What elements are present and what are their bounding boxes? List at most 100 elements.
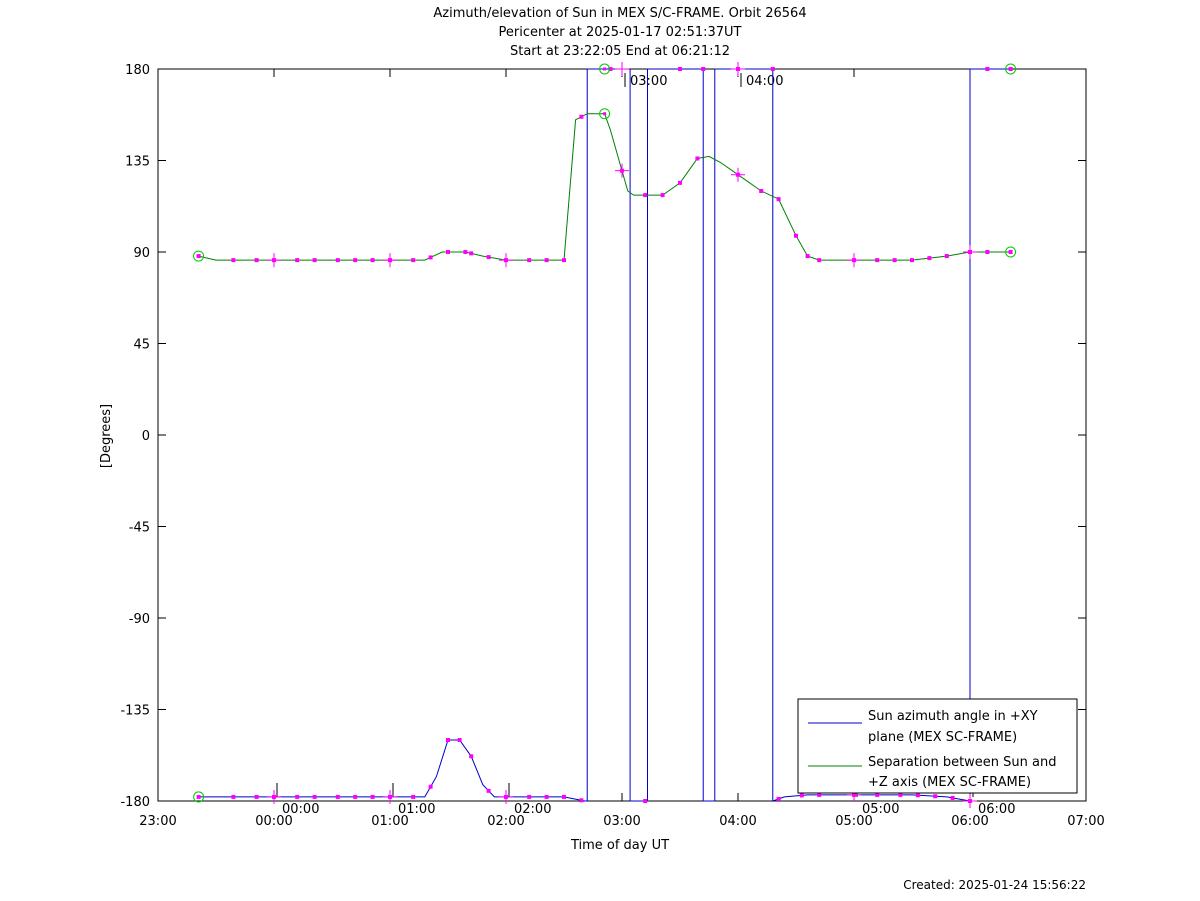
legend-label-separation-line2: +Z axis (MEX SC-FRAME) bbox=[868, 775, 1031, 790]
marker-separation bbox=[892, 258, 897, 263]
marker-separation bbox=[469, 251, 474, 256]
y-tick-label: -90 bbox=[129, 612, 150, 627]
y-tick-label: 0 bbox=[142, 429, 150, 444]
marker-separation bbox=[411, 258, 416, 263]
marker-azimuth bbox=[678, 67, 682, 71]
x-tick-label: 01:00 bbox=[371, 814, 408, 829]
marker-separation bbox=[463, 250, 468, 254]
marker-azimuth bbox=[411, 794, 416, 799]
event-circle bbox=[599, 108, 611, 120]
marker-separation bbox=[927, 256, 932, 261]
inner-time-label: 03:00 bbox=[630, 74, 667, 89]
y-axis-label: [Degrees] bbox=[99, 404, 114, 468]
event-circle-center bbox=[197, 254, 201, 258]
marker-azimuth bbox=[985, 67, 990, 71]
marker-separation bbox=[254, 258, 259, 263]
x-tick-label: 23:00 bbox=[139, 814, 176, 829]
marker-azimuth bbox=[231, 794, 236, 799]
series-line-separation bbox=[198, 113, 1011, 261]
x-tick-label: 05:00 bbox=[835, 814, 872, 829]
x-axis: 23:00 00:00 01:00 02:00 03:00 04:00 05:00 06:00… bbox=[139, 69, 1105, 829]
marker-separation bbox=[759, 189, 764, 193]
marker-separation bbox=[562, 258, 566, 263]
marker-azimuth bbox=[875, 792, 880, 797]
marker-separation bbox=[678, 180, 682, 185]
y-tick-label: -135 bbox=[120, 704, 150, 719]
y-tick-label: 90 bbox=[133, 246, 150, 261]
x-tick-label: 02:00 bbox=[487, 814, 524, 829]
marker-azimuth bbox=[469, 754, 474, 759]
inner-time-labels: 00:00 01:00 02:00 03:00 04:00 05:00 06:00 bbox=[276, 73, 1015, 817]
marker-separation bbox=[643, 193, 648, 198]
marker-azimuth bbox=[428, 784, 433, 789]
created-timestamp: Created: 2025-01-24 15:56:22 bbox=[903, 878, 1086, 892]
inner-time-label: 06:00 bbox=[978, 802, 1015, 817]
marker-azimuth bbox=[353, 794, 358, 799]
y-tick-label: 45 bbox=[133, 338, 150, 353]
marker-separation bbox=[695, 156, 700, 161]
legend-label-azimuth-line1: Sun azimuth angle in +XY bbox=[868, 709, 1038, 724]
marker-azimuth bbox=[335, 794, 340, 799]
series-line-azimuth bbox=[198, 68, 1011, 802]
marker-azimuth bbox=[608, 67, 613, 71]
marker-separation bbox=[527, 258, 532, 263]
marker-separation bbox=[295, 258, 300, 263]
marker-azimuth bbox=[486, 788, 491, 793]
marker-separation bbox=[486, 255, 491, 260]
chart-title: Azimuth/elevation of Sun in MEX S/C-FRAM… bbox=[433, 6, 806, 21]
x-tick-label: 03:00 bbox=[603, 814, 640, 829]
event-circle-center bbox=[603, 112, 607, 116]
marker-separation bbox=[660, 193, 665, 198]
plot-frame bbox=[157, 68, 1087, 802]
marker-separation bbox=[446, 250, 450, 254]
x-axis-label: Time of day UT bbox=[570, 838, 669, 853]
y-tick-label: 135 bbox=[125, 155, 150, 170]
marker-separation bbox=[353, 258, 358, 263]
inner-time-label: 04:00 bbox=[746, 74, 783, 89]
marker-azimuth bbox=[915, 793, 920, 798]
marker-separation bbox=[875, 258, 880, 263]
marker-separation bbox=[579, 114, 584, 119]
marker-azimuth bbox=[770, 67, 775, 71]
y-tick-label: -45 bbox=[129, 521, 150, 536]
marker-azimuth bbox=[799, 793, 804, 798]
event-circle bbox=[193, 791, 205, 803]
marker-separation bbox=[805, 254, 810, 259]
marker-azimuth bbox=[562, 794, 566, 799]
marker-azimuth bbox=[527, 794, 532, 799]
marker-separation bbox=[428, 255, 433, 260]
y-tick-label: 180 bbox=[125, 63, 150, 78]
legend-label-separation-line1: Separation between Sun and bbox=[868, 755, 1056, 770]
marker-azimuth bbox=[643, 799, 648, 803]
marker-azimuth bbox=[457, 738, 462, 742]
plot-markers bbox=[193, 62, 1017, 808]
marker-separation bbox=[776, 197, 781, 202]
event-circle-center bbox=[1009, 250, 1013, 254]
marker-azimuth bbox=[776, 796, 781, 801]
inner-time-label: 00:00 bbox=[282, 802, 319, 817]
marker-separation bbox=[794, 233, 798, 238]
marker-separation bbox=[335, 258, 340, 263]
x-tick-label: 06:00 bbox=[951, 814, 988, 829]
marker-separation bbox=[231, 258, 236, 263]
chart-subtitle-start-end: Start at 23:22:05 End at 06:21:12 bbox=[510, 44, 730, 59]
event-circle bbox=[1005, 63, 1017, 75]
marker-azimuth bbox=[312, 794, 317, 799]
x-tick-label: 00:00 bbox=[255, 814, 292, 829]
marker-azimuth bbox=[579, 798, 584, 803]
event-circle-center bbox=[603, 67, 607, 71]
marker-separation bbox=[985, 250, 990, 254]
event-circle bbox=[1005, 246, 1017, 258]
marker-separation bbox=[312, 258, 317, 263]
marker-azimuth bbox=[254, 794, 259, 799]
event-circle-center bbox=[1009, 67, 1013, 71]
marker-separation bbox=[544, 258, 549, 263]
marker-azimuth bbox=[950, 795, 955, 800]
plot-series bbox=[198, 68, 1011, 802]
marker-azimuth bbox=[898, 792, 903, 797]
marker-separation bbox=[910, 258, 914, 263]
event-circle-center bbox=[197, 795, 201, 799]
marker-separation bbox=[370, 258, 375, 263]
y-axis: 180 135 90 45 0 -45 -90 -135 -180 bbox=[120, 63, 1086, 810]
